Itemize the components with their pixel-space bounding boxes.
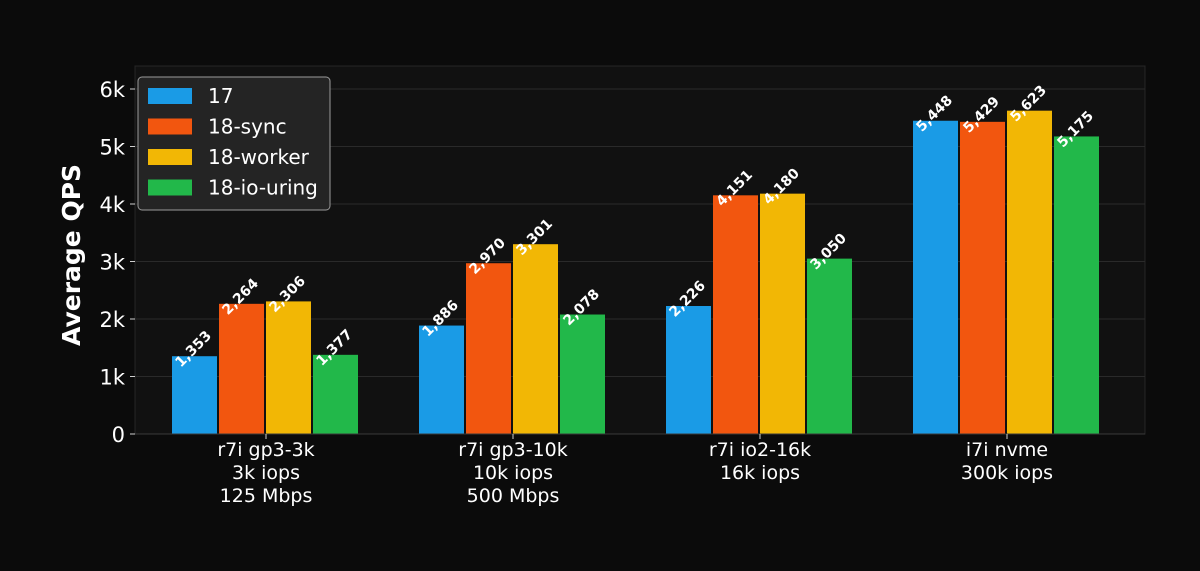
y-tick-label: 1k [99, 366, 125, 390]
legend-swatch [148, 118, 192, 135]
y-tick-label: 6k [99, 78, 125, 102]
bar [419, 325, 464, 434]
legend-label: 18-io-uring [208, 176, 318, 200]
x-tick-label: 16k iops [720, 462, 800, 484]
y-tick-label: 3k [99, 251, 125, 275]
bar [913, 120, 958, 435]
bar [466, 263, 511, 434]
legend-swatch [148, 179, 192, 196]
legend-label: 18-worker [208, 145, 310, 169]
legend-label: 17 [208, 84, 233, 108]
x-tick-label: r7i gp3-10k [458, 439, 567, 461]
bar [1054, 136, 1099, 434]
legend [137, 76, 331, 211]
y-tick-label: 0 [112, 423, 125, 447]
bar [760, 193, 805, 434]
bar [513, 244, 558, 434]
bar [1007, 110, 1052, 435]
x-tick-label: r7i io2-16k [709, 439, 811, 461]
legend-label: 18-sync [208, 115, 287, 139]
x-tick-label: 300k iops [961, 462, 1053, 484]
bar [266, 301, 311, 434]
bar [960, 121, 1005, 435]
bar [172, 356, 217, 434]
x-tick-label: 10k iops [473, 462, 553, 484]
y-tick-label: 2k [99, 308, 125, 332]
y-axis-label: Average QPS [57, 164, 86, 346]
bar [713, 195, 758, 434]
bar [219, 303, 264, 434]
x-tick-label: 125 Mbps [220, 485, 313, 507]
bar [807, 258, 852, 434]
bar [666, 306, 711, 434]
x-tick-label: i7i nvme [966, 439, 1048, 461]
x-tick-label: 500 Mbps [467, 485, 560, 507]
bar [313, 354, 358, 434]
legend-swatch [148, 88, 192, 104]
y-tick-label: 5k [99, 136, 125, 160]
x-tick-label: r7i gp3-3k [217, 439, 314, 461]
bar [560, 314, 605, 434]
legend-swatch [148, 149, 192, 165]
y-tick-label: 4k [99, 193, 125, 217]
x-tick-label: 3k iops [232, 462, 300, 484]
